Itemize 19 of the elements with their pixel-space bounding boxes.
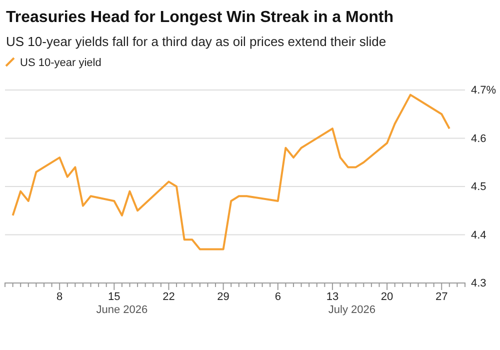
text: July 2026 bbox=[328, 304, 376, 316]
chart-subtitle: US 10-year yields fall for a third day as oil prices extend their slide bbox=[6, 34, 386, 49]
y-tick-label: 4.6 bbox=[471, 132, 486, 145]
y-tick-label: 4.5 bbox=[471, 181, 486, 194]
chart-title: Treasuries Head for Longest Win Streak in a Month bbox=[6, 9, 394, 26]
x-tick-label: 13 bbox=[326, 290, 339, 303]
y-tick-label: 4.7% bbox=[471, 84, 496, 97]
x-tick-label: 6 bbox=[274, 290, 281, 303]
text: June 2026 bbox=[96, 304, 148, 316]
x-tick-label: 27 bbox=[435, 290, 448, 303]
x-tick-label: 22 bbox=[162, 290, 175, 303]
x-tick-label: 15 bbox=[108, 290, 120, 303]
legend-label: US 10-year yield bbox=[20, 57, 102, 69]
y-tick-label: 4.4 bbox=[471, 229, 486, 242]
x-tick-label: 8 bbox=[56, 290, 63, 303]
x-tick-label: 20 bbox=[380, 290, 394, 303]
y-tick-label: 4.3 bbox=[471, 278, 486, 290]
x-tick-label: 29 bbox=[217, 290, 230, 303]
line-series bbox=[12, 94, 450, 250]
